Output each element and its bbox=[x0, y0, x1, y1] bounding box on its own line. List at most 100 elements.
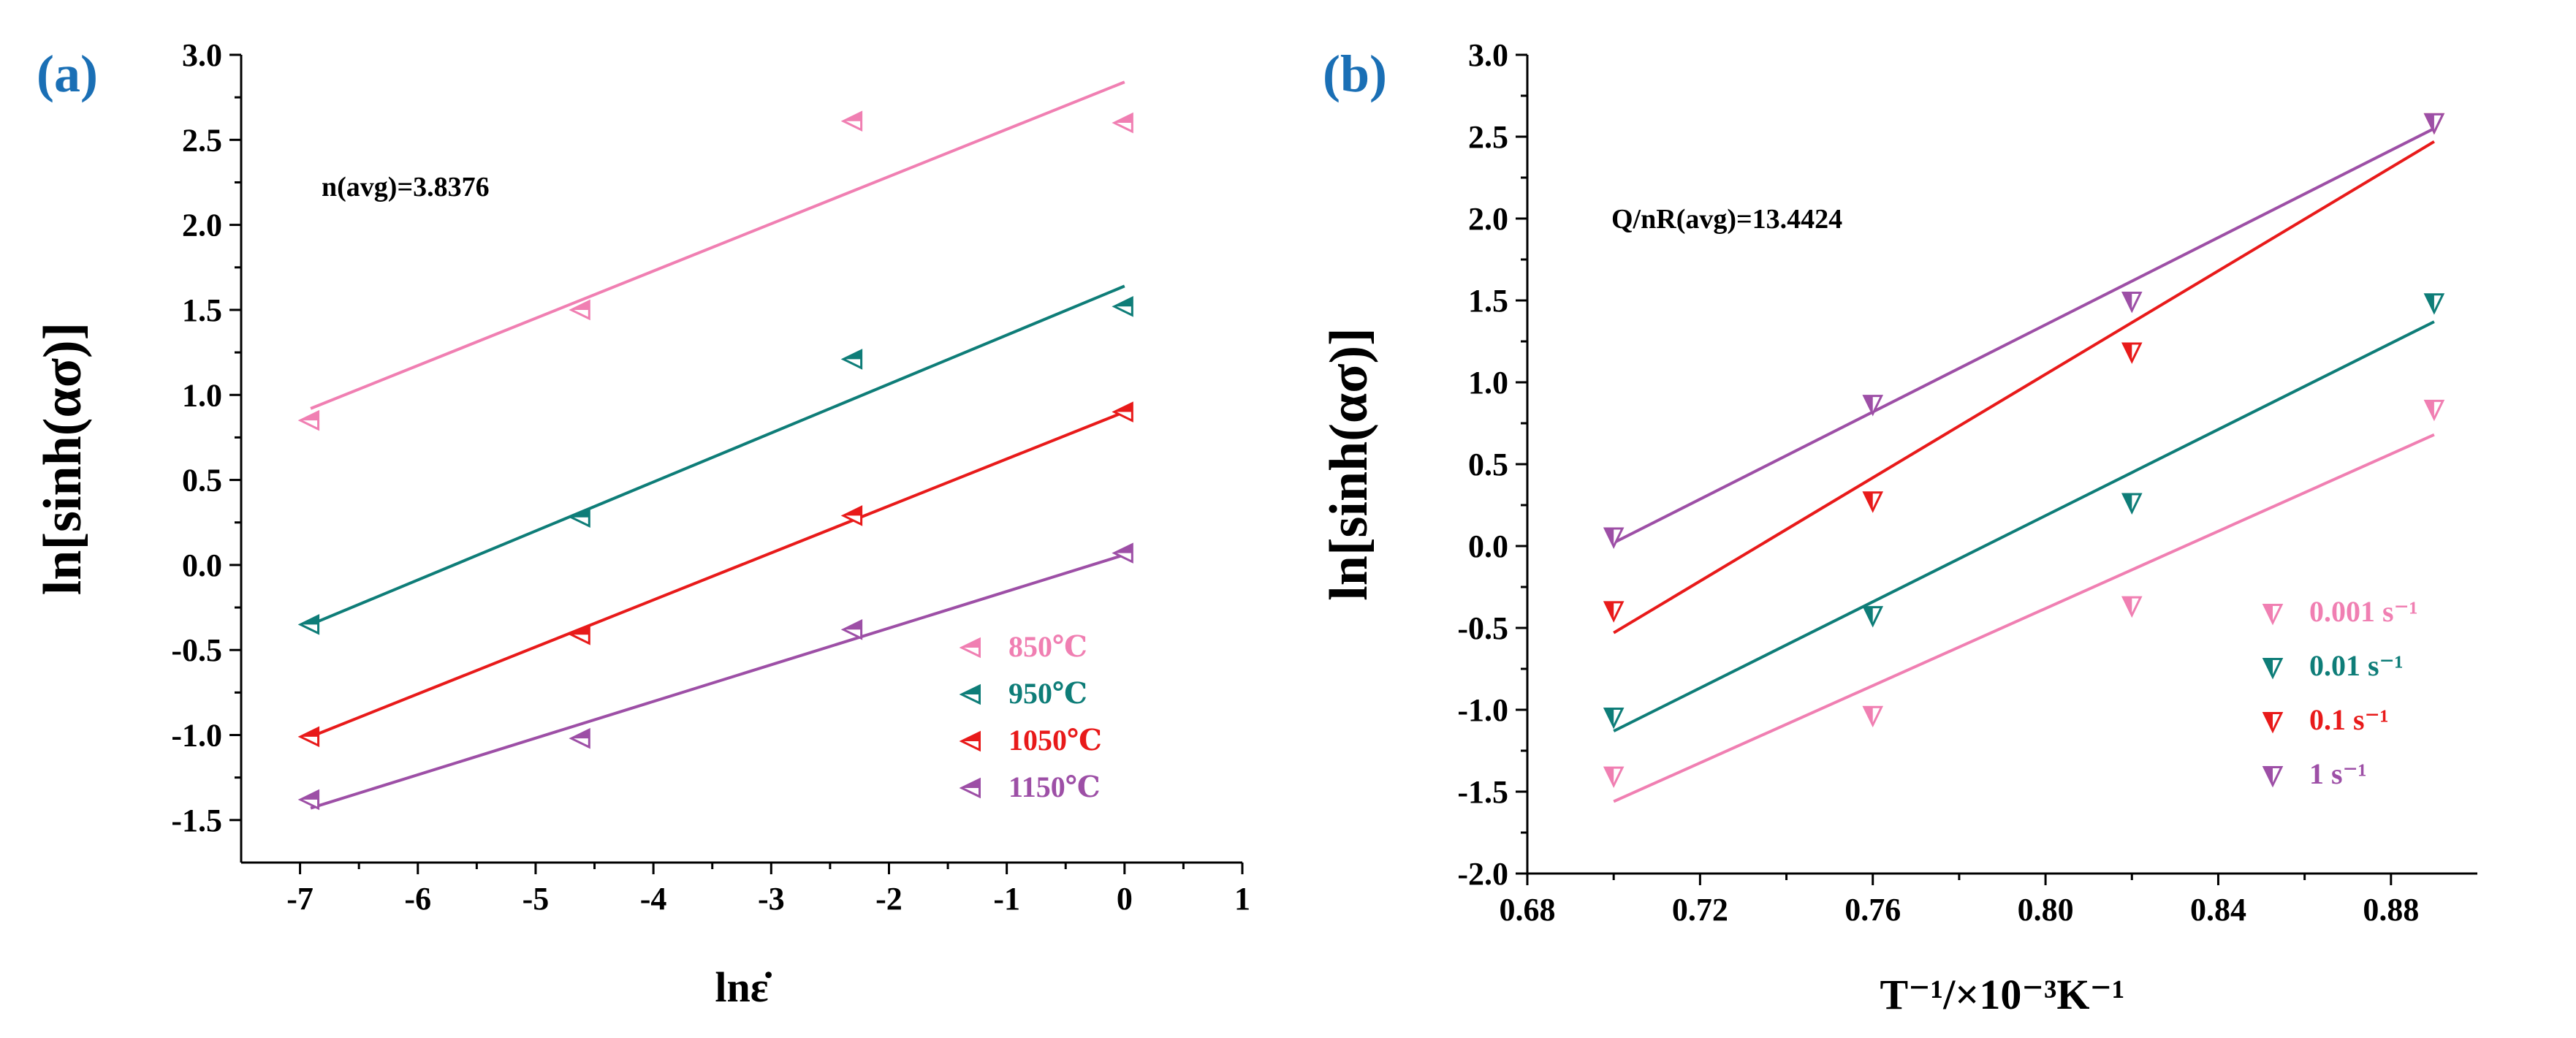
marker-fill bbox=[1605, 768, 1614, 786]
x-tick-label: -7 bbox=[286, 881, 314, 917]
marker-fill bbox=[1605, 529, 1614, 547]
marker-fill bbox=[1863, 492, 1873, 511]
marker-fill bbox=[2425, 114, 2434, 132]
x-tick-label: -2 bbox=[875, 881, 903, 917]
y-axis-label: ln[sinh(ασ)] bbox=[1319, 327, 1379, 601]
x-tick-label: -6 bbox=[404, 881, 431, 917]
marker-fill bbox=[300, 727, 319, 737]
data-point bbox=[1862, 491, 1884, 513]
data-point bbox=[297, 409, 320, 431]
data-point bbox=[297, 614, 320, 635]
legend-marker bbox=[2262, 712, 2284, 734]
y-tick-label: 2.5 bbox=[182, 122, 222, 158]
fit-line bbox=[310, 553, 1125, 810]
data-point bbox=[2423, 113, 2445, 135]
y-tick-label: 1.0 bbox=[182, 377, 222, 413]
data-point bbox=[1603, 707, 1625, 730]
marker-fill bbox=[1114, 544, 1133, 553]
data-point bbox=[569, 727, 590, 749]
legend-marker bbox=[959, 637, 981, 659]
y-tick-label: 0.5 bbox=[182, 463, 222, 499]
marker-fill bbox=[2264, 605, 2273, 623]
data-point bbox=[569, 299, 590, 321]
data-point bbox=[840, 618, 863, 640]
marker-fill bbox=[1605, 708, 1614, 727]
y-tick-label: 1.5 bbox=[182, 292, 222, 328]
marker-fill bbox=[571, 626, 590, 635]
marker-fill bbox=[300, 615, 319, 625]
marker-fill bbox=[843, 621, 862, 630]
marker-fill bbox=[1605, 602, 1614, 621]
fit-line bbox=[310, 284, 1125, 626]
data-point bbox=[1112, 542, 1133, 564]
x-tick-label: 0.76 bbox=[1844, 892, 1901, 928]
marker-fill bbox=[1863, 607, 1873, 626]
legend-marker bbox=[959, 730, 981, 752]
data-point bbox=[1112, 112, 1133, 134]
y-tick-label: 2.0 bbox=[1468, 201, 1508, 237]
legend-label: 1050℃ bbox=[1008, 724, 1102, 757]
fit-line bbox=[1613, 433, 2435, 803]
legend-label: 0.001 s⁻¹ bbox=[2309, 595, 2418, 628]
y-tick-label: 1.5 bbox=[1468, 283, 1508, 319]
marker-fill bbox=[571, 730, 590, 739]
marker-fill bbox=[2264, 767, 2273, 785]
fit-annotation: Q/nR(avg)=13.4424 bbox=[1611, 204, 1842, 235]
x-axis-label: T⁻¹/×10⁻³K⁻¹ bbox=[1880, 971, 2125, 1018]
marker-fill bbox=[1114, 403, 1133, 412]
x-axis-label: lnε̇ bbox=[715, 963, 772, 1011]
data-point bbox=[1603, 766, 1625, 789]
x-tick-label: 1 bbox=[1234, 881, 1250, 917]
x-tick-label: 0.72 bbox=[1672, 892, 1728, 928]
y-tick-label: 2.0 bbox=[182, 208, 222, 243]
x-tick-label: 0.88 bbox=[2363, 892, 2419, 928]
marker-fill bbox=[843, 112, 862, 121]
marker-fill bbox=[2264, 659, 2273, 677]
legend-marker bbox=[959, 777, 981, 799]
y-tick-label: 0.0 bbox=[182, 548, 222, 583]
legend-label: 0.01 s⁻¹ bbox=[2309, 649, 2404, 682]
legend-marker bbox=[2262, 604, 2284, 626]
marker-fill bbox=[1863, 707, 1873, 725]
chart-panel-b: -2.0 -1.5 -1.0 -0.5 0.0 0.5 1.0 1.5 2.0 2.5 3.0 0.6… bbox=[1319, 37, 2477, 1018]
x-tick-label: 0.84 bbox=[2190, 892, 2246, 928]
marker-fill bbox=[571, 508, 590, 518]
marker-fill bbox=[300, 791, 319, 800]
y-tick-label: 3.0 bbox=[182, 37, 222, 73]
data-point bbox=[840, 110, 863, 132]
y-tick-label: -1.5 bbox=[1457, 774, 1508, 810]
marker-fill bbox=[1114, 298, 1133, 307]
data-point bbox=[569, 624, 590, 645]
marker-fill bbox=[843, 350, 862, 360]
data-point bbox=[1603, 601, 1625, 623]
data-point bbox=[1862, 606, 1884, 628]
data-point bbox=[1603, 527, 1625, 549]
data-point bbox=[2121, 493, 2143, 515]
chart-panel-a: -1.5 -1.0 -0.5 0.0 0.5 1.0 1.5 2.0 2.5 3.0 -7 -6 -5 -… bbox=[33, 37, 1250, 1011]
data-point bbox=[2121, 342, 2143, 364]
marker-fill bbox=[962, 779, 980, 788]
marker-fill bbox=[843, 507, 862, 516]
fit-annotation: n(avg)=3.8376 bbox=[322, 172, 490, 202]
marker-fill bbox=[2123, 494, 2132, 512]
data-point bbox=[569, 507, 590, 529]
legend-label: 1 s⁻¹ bbox=[2309, 757, 2367, 790]
panel-label: (a) bbox=[37, 45, 98, 103]
marker-fill bbox=[1863, 395, 1873, 414]
x-tick-label: -1 bbox=[993, 881, 1020, 917]
fit-line bbox=[310, 80, 1125, 410]
fit-line bbox=[310, 410, 1125, 738]
x-tick-label: -5 bbox=[523, 881, 550, 917]
y-tick-label: -1.0 bbox=[171, 718, 222, 754]
data-point bbox=[1112, 295, 1133, 317]
data-point bbox=[1112, 401, 1133, 423]
marker-fill bbox=[2123, 292, 2132, 311]
marker-fill bbox=[300, 412, 319, 421]
legend-label: 0.1 s⁻¹ bbox=[2309, 703, 2389, 736]
marker-fill bbox=[2425, 401, 2434, 419]
data-point bbox=[2423, 293, 2445, 315]
y-tick-label: -2.0 bbox=[1457, 856, 1508, 892]
marker-fill bbox=[571, 301, 590, 310]
data-point bbox=[297, 726, 320, 748]
